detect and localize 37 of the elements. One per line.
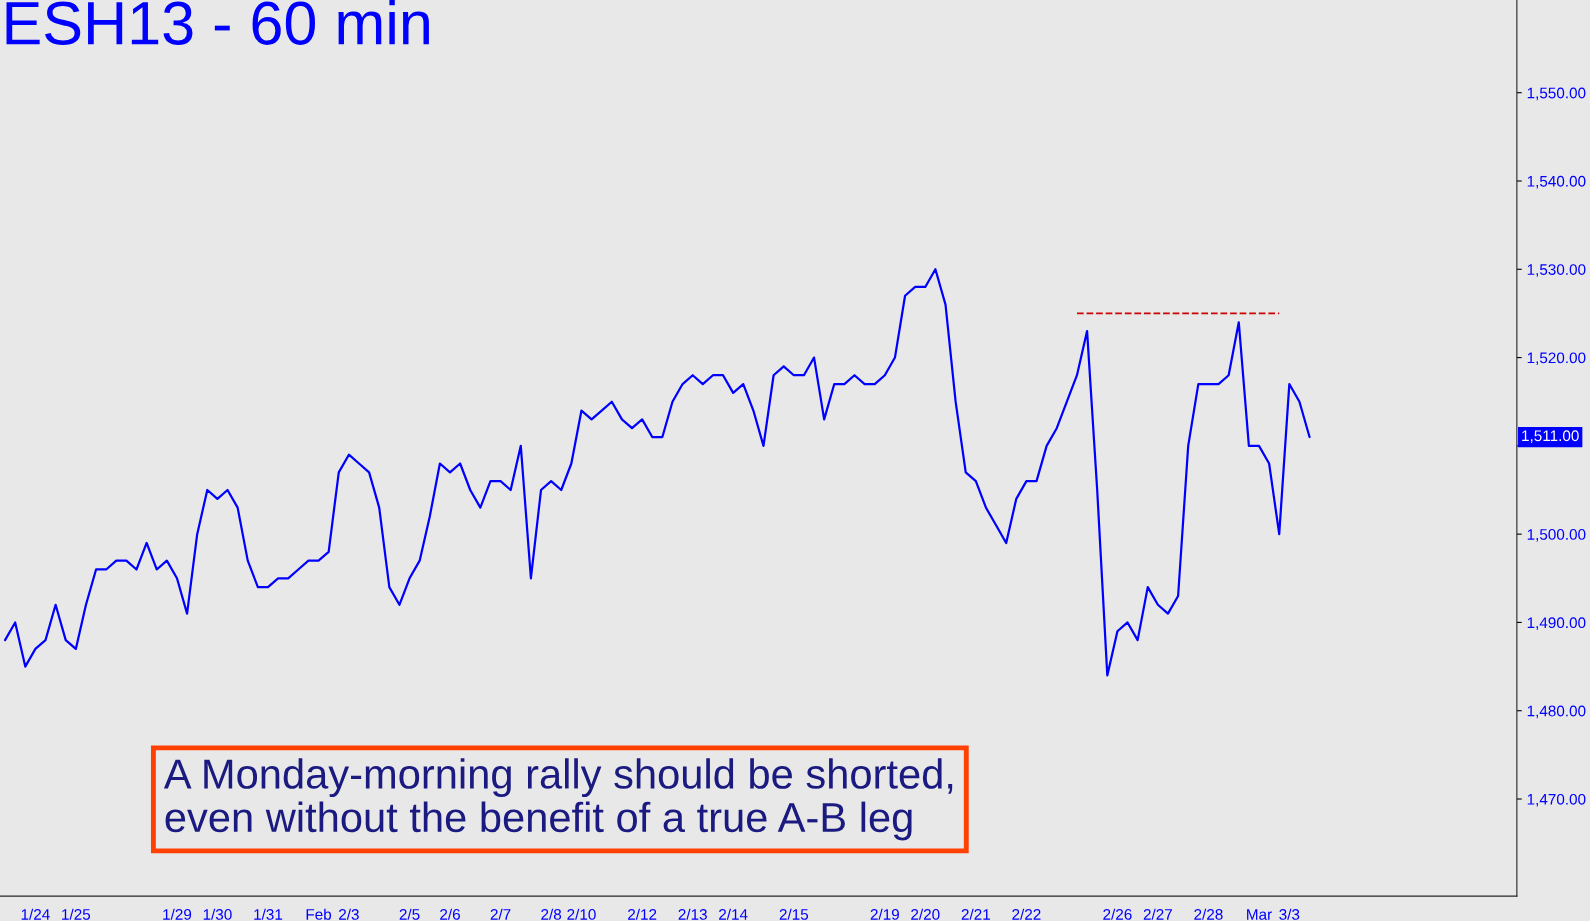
y-tick-label: 1,540.00	[1527, 175, 1586, 189]
x-tick-label: 2/12	[628, 908, 657, 920]
y-tick-label: 1,500.00	[1527, 529, 1586, 542]
line-series	[3, 268, 1311, 677]
x-tick-label: 2/19	[870, 908, 899, 920]
annotation: A Monday-morning rally should be shorted, even without the benefit of a true A-B leg	[163, 758, 953, 841]
x-tick-label: 1/31	[254, 908, 283, 920]
x-tick-label: 1/29	[163, 908, 192, 920]
x-tick-label: 2/14	[719, 908, 748, 920]
x-tick-label: 2/3	[339, 908, 359, 920]
x-tick-label: Mar	[1247, 909, 1272, 920]
x-tick-label: 2/15	[779, 908, 809, 920]
x-tick-label: 1/24	[21, 908, 50, 920]
x-tick-label: 2/8	[541, 908, 562, 920]
y-tick-label: 1,550.00	[1527, 87, 1586, 101]
x-tick-label: 2/5	[399, 908, 420, 920]
x-tick-label: 1/25	[62, 908, 91, 920]
x-tick-label: 2/21	[961, 908, 990, 920]
x-tick-label: 2/22	[1012, 908, 1041, 920]
x-tick-label: 3/3	[1279, 908, 1300, 920]
y-tick-label: 1,520.00	[1527, 352, 1586, 366]
x-tick-label: 1/30	[203, 908, 232, 920]
chart-title: ESH13 - 60 min	[6, 0, 429, 45]
text: 1,511.00	[1522, 430, 1579, 443]
x-tick-label: 2/13	[678, 908, 707, 920]
x-tick-label: 2/26	[1103, 908, 1132, 920]
y-tick-label: 1,470.00	[1527, 793, 1586, 807]
x-tick-label: 2/27	[1143, 908, 1172, 920]
x-tick-label: 2/28	[1194, 908, 1223, 920]
x-tick-label: Feb	[306, 908, 332, 920]
x-tick-label: 2/7	[490, 908, 511, 920]
y-tick-label: 1,490.00	[1527, 617, 1586, 630]
y-tick-label: 1,480.00	[1527, 705, 1586, 719]
x-tick-label: 2/10	[567, 908, 596, 920]
x-tick-label: 2/20	[911, 908, 940, 920]
x-tick-label: 2/6	[440, 908, 460, 920]
y-tick-label: 1,530.00	[1527, 264, 1586, 277]
